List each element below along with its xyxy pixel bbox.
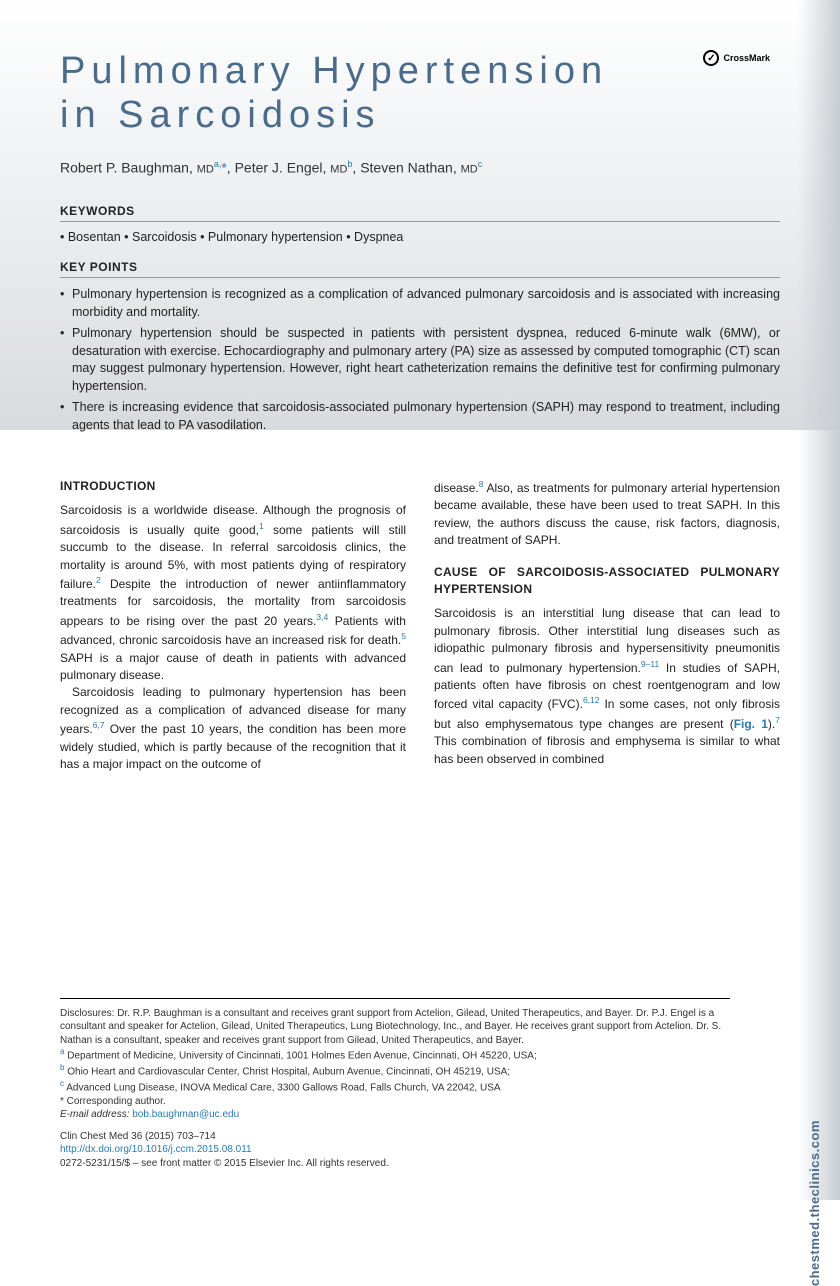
author-3-name: Steven Nathan,	[360, 160, 460, 176]
keywords-heading: KEYWORDS	[60, 204, 780, 222]
citation-ref[interactable]: 5	[401, 631, 406, 641]
cause-heading: CAUSE OF SARCOIDOSIS-ASSOCIATED PULMONAR…	[434, 564, 780, 599]
body-columns: INTRODUCTION Sarcoidosis is a worldwide …	[60, 478, 780, 773]
doi-link[interactable]: http://dx.doi.org/10.1016/j.ccm.2015.08.…	[60, 1144, 252, 1155]
author-1-degree: MD	[197, 164, 214, 176]
intro-para-1: Sarcoidosis is a worldwide disease. Alth…	[60, 502, 406, 684]
keypoint-item: Pulmonary hypertension is recognized as …	[60, 286, 780, 321]
side-url[interactable]: chestmed.theclinics.com	[807, 1120, 822, 1286]
author-2-degree: MD	[330, 164, 347, 176]
aff-text: Advanced Lung Disease, INOVA Medical Car…	[64, 1082, 501, 1093]
aff-text: Ohio Heart and Cardiovascular Center, Ch…	[64, 1066, 510, 1077]
email-link[interactable]: bob.baughman@uc.edu	[132, 1109, 239, 1120]
author-3-degree: MD	[461, 164, 478, 176]
citation-ref[interactable]: 6,7	[93, 720, 105, 730]
keywords-line: • Bosentan • Sarcoidosis • Pulmonary hyp…	[60, 230, 780, 244]
col2-continuation: disease.8 Also, as treatments for pulmon…	[434, 478, 780, 550]
affiliation-a: a Department of Medicine, University of …	[60, 1047, 730, 1063]
title-line-1: Pulmonary Hypertension	[60, 50, 608, 92]
footer-block: Disclosures: Dr. R.P. Baughman is a cons…	[60, 998, 730, 1170]
text-run: disease.	[434, 481, 479, 495]
keypoint-item: Pulmonary hypertension should be suspect…	[60, 325, 780, 395]
author-1-name: Robert P. Baughman,	[60, 160, 197, 176]
keypoints-box: KEY POINTS Pulmonary hypertension is rec…	[60, 260, 780, 434]
citation-ref[interactable]: 7	[775, 715, 780, 725]
intro-para-2: Sarcoidosis leading to pulmonary hyperte…	[60, 684, 406, 773]
text-run: Also, as treatments for pulmonary arteri…	[434, 481, 780, 547]
text-run: This combination of fibrosis and emphyse…	[434, 734, 780, 765]
email-label: E-mail address:	[60, 1109, 132, 1120]
page-container: ✓ CrossMark Pulmonary Hypertension in Sa…	[0, 0, 840, 1200]
disclosures-text: Disclosures: Dr. R.P. Baughman is a cons…	[60, 1007, 730, 1048]
title-line-2: in Sarcoidosis	[60, 94, 381, 136]
affiliation-c: c Advanced Lung Disease, INOVA Medical C…	[60, 1079, 730, 1095]
affiliation-b: b Ohio Heart and Cardiovascular Center, …	[60, 1063, 730, 1079]
email-line: E-mail address: bob.baughman@uc.edu	[60, 1108, 730, 1122]
author-3-aff: c	[478, 159, 483, 169]
journal-citation: Clin Chest Med 36 (2015) 703–714	[60, 1130, 730, 1144]
authors-line: Robert P. Baughman, MDa,*, Peter J. Enge…	[60, 159, 780, 176]
corresponding-author: * Corresponding author.	[60, 1095, 730, 1109]
text-run: SAPH is a major cause of death in patien…	[60, 651, 406, 682]
cause-para: Sarcoidosis is an interstitial lung dise…	[434, 605, 780, 768]
aff-text: Department of Medicine, University of Ci…	[64, 1050, 536, 1061]
citation-ref[interactable]: 9–11	[641, 659, 659, 669]
column-left: INTRODUCTION Sarcoidosis is a worldwide …	[60, 478, 406, 773]
issn-copyright: 0272-5231/15/$ – see front matter © 2015…	[60, 1157, 730, 1171]
author-sep-1: ,	[227, 160, 235, 176]
text-run: Over the past 10 years, the condition ha…	[60, 722, 406, 771]
crossmark-badge[interactable]: ✓ CrossMark	[703, 50, 770, 66]
figure-ref[interactable]: Fig. 1	[734, 717, 768, 731]
keypoint-item: There is increasing evidence that sarcoi…	[60, 399, 780, 434]
crossmark-icon: ✓	[703, 50, 719, 66]
author-2-name: Peter J. Engel,	[235, 160, 331, 176]
keypoints-list: Pulmonary hypertension is recognized as …	[60, 286, 780, 434]
crossmark-label: CrossMark	[723, 53, 770, 63]
keypoints-heading: KEY POINTS	[60, 260, 780, 278]
article-title: Pulmonary Hypertension in Sarcoidosis	[60, 50, 780, 137]
keywords-box: KEYWORDS • Bosentan • Sarcoidosis • Pulm…	[60, 204, 780, 244]
citation-ref[interactable]: 3,4	[316, 612, 328, 622]
column-right: disease.8 Also, as treatments for pulmon…	[434, 478, 780, 773]
intro-heading: INTRODUCTION	[60, 478, 406, 495]
citation-ref[interactable]: 6,12	[583, 695, 600, 705]
